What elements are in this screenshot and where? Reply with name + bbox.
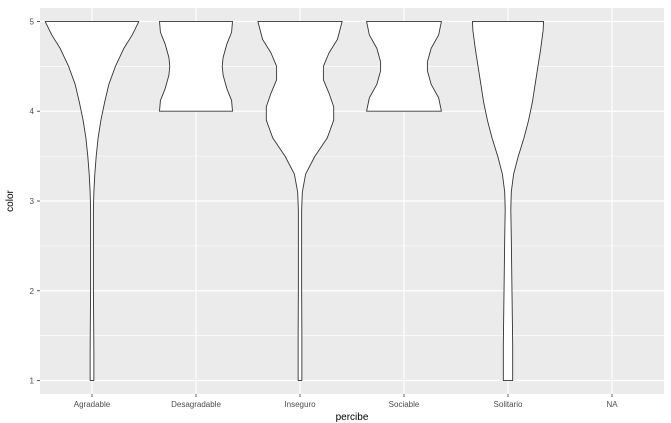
y-tick-label: 5: [30, 17, 35, 26]
violin-desagradable: [159, 21, 233, 112]
x-tick-label: Sociable: [389, 400, 420, 409]
x-axis: Agradable Desagradable Inseguro Sociable Sol…: [74, 394, 618, 409]
x-tick-label: NA: [606, 400, 618, 409]
x-tick-label: Solitario: [494, 400, 523, 409]
x-tick-label: Desagradable: [171, 400, 221, 409]
violin-solitario: [471, 21, 545, 381]
y-tick-label: 3: [30, 197, 35, 206]
x-tick-label: Inseguro: [284, 400, 316, 409]
y-axis: 1 2 3 4 5: [30, 17, 40, 386]
x-tick-label: Agradable: [74, 400, 111, 409]
x-axis-title: percibe: [336, 412, 369, 423]
violin-inseguro: [257, 21, 343, 381]
y-tick-label: 2: [30, 287, 35, 296]
violin-agradable: [44, 21, 140, 381]
grid-minor: [40, 66, 664, 336]
violin-sociable: [366, 21, 442, 112]
violins: [44, 21, 545, 381]
y-axis-title: color: [5, 189, 16, 211]
y-tick-label: 1: [30, 377, 35, 386]
y-tick-label: 4: [30, 107, 35, 116]
